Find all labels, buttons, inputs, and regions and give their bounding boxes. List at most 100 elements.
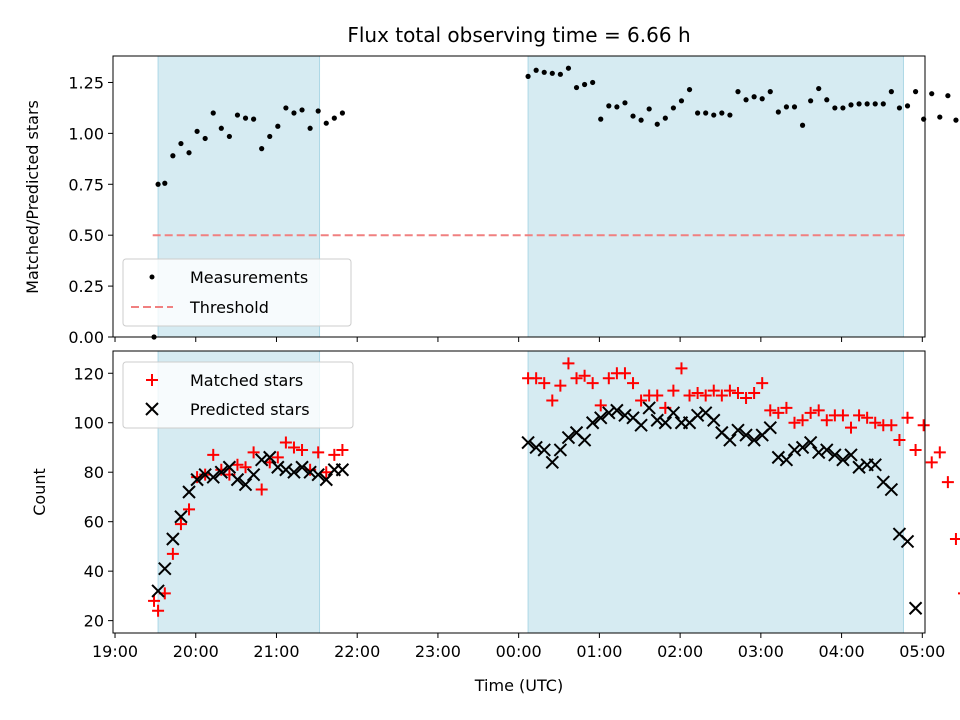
legend-matched-marker [146, 374, 158, 386]
predicted-stars-point [311, 467, 325, 482]
measurement-point [767, 89, 773, 95]
matched-stars-point [820, 414, 833, 427]
matched-stars-point [530, 372, 543, 385]
measurement-point [259, 146, 265, 152]
measurement-point [904, 103, 911, 109]
predicted-stars-point [561, 430, 576, 445]
top-y-tick-label: 0.00 [68, 328, 104, 347]
matched-stars-point [287, 441, 300, 454]
predicted-stars-point [642, 401, 656, 415]
measurement-point [832, 105, 838, 111]
bottom-legend-box [122, 361, 354, 429]
matched-stars-point [255, 483, 268, 496]
predicted-stars-point [779, 453, 794, 467]
predicted-stars-point [537, 443, 551, 457]
predicted-stars-point [658, 416, 673, 430]
matched-stars-point [247, 446, 260, 459]
predicted-stars-point [190, 472, 204, 487]
predicted-stars-point [151, 584, 165, 598]
matched-stars-point [788, 416, 801, 429]
measurement-point [565, 65, 572, 71]
predicted-stars-point [828, 448, 842, 462]
predicted-stars-point [246, 467, 261, 482]
measurement-point [541, 69, 547, 75]
top-legend-box [122, 258, 352, 327]
measurement-point [864, 101, 870, 107]
x-tick-label: 01:00 [576, 642, 622, 661]
measurement-point [880, 101, 886, 107]
measurement-point [299, 107, 305, 113]
x-axis-label: Time (UTC) [474, 676, 563, 695]
matched-stars-point [756, 377, 769, 390]
bottom-y-tick-label: 100 [73, 414, 104, 433]
measurement-point [808, 98, 814, 104]
predicted-stars-point [594, 411, 608, 425]
top-y-ticks: 0.00 0.25 0.50 0.75 1.00 1.25 [68, 73, 113, 347]
matched-stars-point [174, 518, 187, 531]
measurement-point [614, 104, 620, 110]
matched-stars-point [618, 367, 631, 380]
matched-stars-point [699, 389, 712, 402]
matched-stars-point [183, 503, 196, 516]
measurement-point [155, 181, 161, 187]
matched-stars-point [812, 404, 825, 417]
measurement-point [816, 85, 822, 92]
matched-stars-point [941, 476, 954, 489]
predicted-stars-point [618, 408, 632, 423]
measurement-point [848, 102, 854, 108]
top-y-axis-label: Matched/Predicted stars [23, 100, 42, 294]
predicted-stars-point [198, 467, 212, 482]
matched-stars-point [546, 394, 559, 407]
predicted-stars-point [166, 532, 180, 546]
top-shaded-interval [527, 55, 904, 338]
measurement-point [581, 81, 588, 88]
measurement-point [549, 70, 555, 76]
legend-predicted-label: Predicted stars [190, 400, 310, 419]
measurement-point [727, 112, 733, 118]
measurement-point [783, 104, 790, 110]
x-tick-label: 20:00 [173, 642, 219, 661]
x-tick-label: 22:00 [334, 642, 380, 661]
bottom-y-tick-label: 20 [84, 612, 104, 631]
predicted-stars-point [771, 450, 786, 465]
measurement-point [703, 110, 709, 116]
bottom-shaded-interval [527, 350, 904, 634]
matched-stars-point [578, 369, 591, 382]
measurement-point [775, 109, 781, 115]
predicted-stars-point [787, 443, 802, 457]
measurement-point [251, 116, 257, 122]
matched-stars-point [949, 533, 960, 545]
bottom-y-axis-label: Count [30, 468, 49, 516]
predicted-stars-point [852, 460, 866, 474]
measurement-point [331, 115, 337, 121]
matched-stars-point [844, 421, 857, 434]
top-x-ticks [114, 337, 923, 342]
measurement-point [678, 98, 685, 104]
measurement-point [590, 79, 596, 86]
measurement-point [896, 105, 903, 111]
predicted-stars-point [295, 460, 309, 474]
top-legend: Measurements Threshold [122, 258, 352, 327]
matched-stars-point [925, 456, 938, 469]
matched-stars-point [602, 372, 615, 385]
matched-stars-point [764, 404, 777, 417]
predicted-stars-point [521, 435, 535, 450]
measurement-point [533, 67, 539, 73]
measurement-point [573, 84, 580, 91]
matched-stars-point [885, 419, 898, 432]
measurement-point [912, 89, 919, 95]
top-panel: 0.00 0.25 0.50 0.75 1.00 1.25 Matched/Predict… [23, 55, 959, 347]
top-points [151, 65, 959, 340]
predicted-stars-point [747, 433, 761, 447]
predicted-stars-point [585, 416, 600, 430]
predicted-stars-point [303, 465, 317, 479]
matched-stars-point [707, 384, 720, 397]
bottom-y-tick-label: 60 [84, 513, 104, 532]
measurement-point [888, 89, 894, 95]
matched-stars-point [675, 362, 688, 375]
x-tick-label: 04:00 [819, 642, 865, 661]
predicted-stars-point [900, 534, 915, 549]
predicted-stars-point [731, 423, 745, 437]
predicted-stars-point [222, 460, 237, 474]
predicted-stars-point [884, 482, 899, 497]
